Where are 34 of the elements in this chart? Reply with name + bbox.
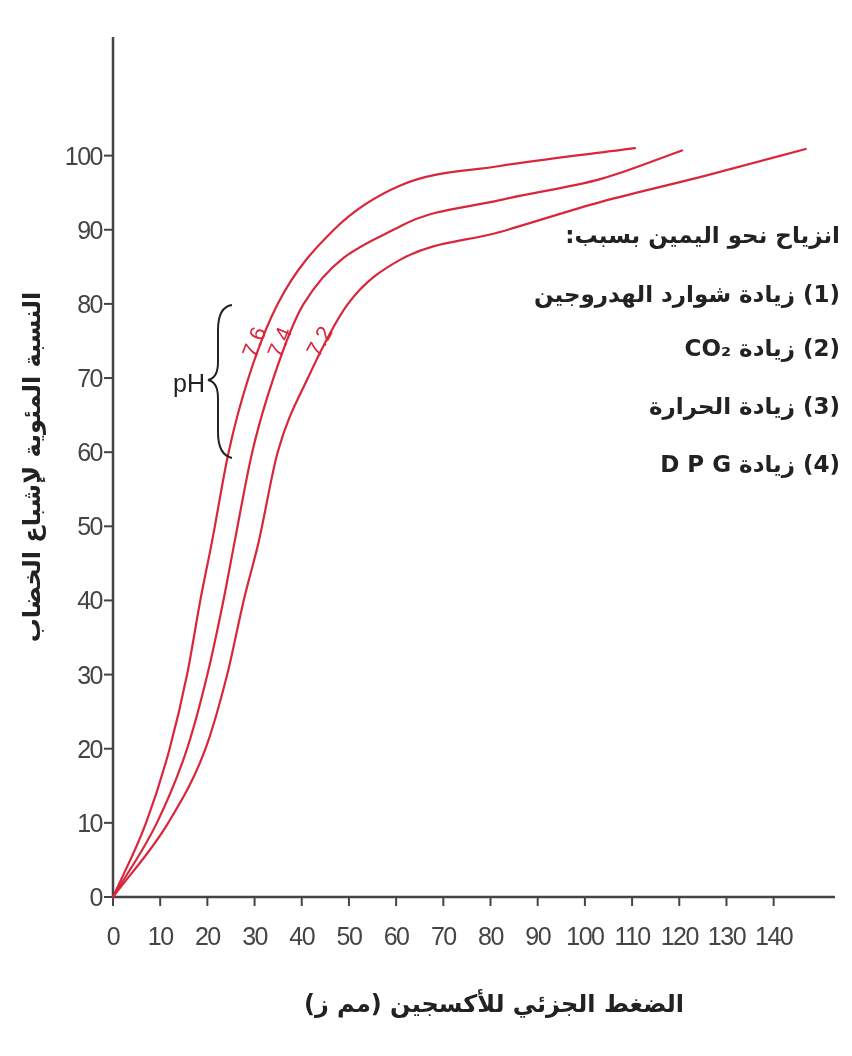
y-tick-label: 10 xyxy=(77,808,103,837)
x-tick-label: 20 xyxy=(194,922,221,950)
annotation: (3) زيادة الحرارة xyxy=(648,393,840,420)
y-tick-label: 90 xyxy=(77,215,103,244)
x-tick-label: 90 xyxy=(525,922,551,950)
y-tick-label: 30 xyxy=(77,660,103,689)
y-tick-label: 80 xyxy=(77,289,103,318)
x-tick-label: 110 xyxy=(614,922,651,950)
x-axis-title: الضغط الجزئي للأكسجين (مم ز) xyxy=(303,989,685,1018)
x-tick-label: 80 xyxy=(478,922,504,950)
x-tick-label: 60 xyxy=(383,922,410,950)
x-tick-label: 140 xyxy=(755,922,793,950)
annotation: (1) زيادة شوارد الهدروجين xyxy=(533,281,840,308)
annotation: (2) زيادة CO₂ xyxy=(684,335,840,362)
y-tick-label: 70 xyxy=(77,364,103,393)
x-tick-label: 40 xyxy=(289,922,315,950)
y-tick-label: 40 xyxy=(77,586,103,615)
y-tick-label: 50 xyxy=(77,512,103,541)
x-tick-label: 100 xyxy=(566,922,605,950)
annotation: انزياح نحو اليمين بسبب: xyxy=(565,222,840,249)
y-tick-label: 100 xyxy=(64,141,103,170)
x-tick-label: 120 xyxy=(660,922,699,950)
y-axis-title: النسبة المئوية لإشباع الخضاب xyxy=(18,291,46,643)
x-tick-label: 70 xyxy=(430,922,457,950)
y-tick-label: 0 xyxy=(89,883,103,911)
annotation: pH xyxy=(173,369,205,397)
x-tick-label: 130 xyxy=(707,922,746,950)
annotation: (4) زيادة D P G xyxy=(660,451,840,478)
y-tick-label: 20 xyxy=(77,734,103,763)
x-tick-label: 10 xyxy=(147,922,174,950)
x-tick-label: 0 xyxy=(106,922,120,950)
y-tick-label: 60 xyxy=(77,438,103,467)
x-tick-label: 30 xyxy=(242,922,268,950)
x-tick-label: 50 xyxy=(336,922,362,950)
